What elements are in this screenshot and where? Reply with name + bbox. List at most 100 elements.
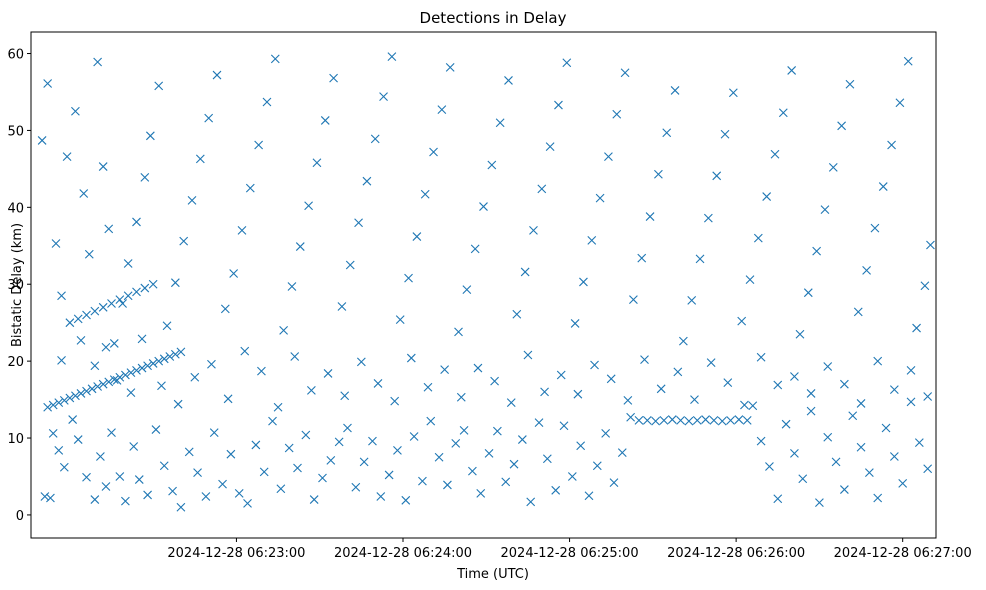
detection-point	[706, 358, 716, 368]
detection-point	[517, 435, 527, 444]
detection-point	[617, 448, 627, 458]
detection-point	[132, 217, 141, 227]
detection-point	[204, 113, 214, 123]
x-tick-label: 2024-12-28 06:23:00	[167, 546, 305, 561]
detection-point	[753, 233, 763, 243]
detection-point	[279, 325, 289, 335]
detection-point	[423, 382, 433, 392]
detection-point	[468, 466, 477, 476]
detection-point	[670, 86, 680, 95]
detection-point	[864, 468, 874, 478]
detection-point	[856, 442, 866, 452]
detection-point	[187, 196, 197, 205]
detection-point	[154, 356, 164, 366]
detection-point	[87, 384, 97, 394]
detection-point	[476, 489, 486, 498]
detection-point	[540, 387, 549, 397]
detection-point	[76, 389, 86, 398]
detection-point	[490, 376, 499, 386]
detection-point	[840, 485, 849, 494]
detection-point	[878, 182, 888, 191]
detection-point	[798, 474, 808, 484]
detection-point	[223, 394, 233, 404]
detection-point	[626, 412, 636, 422]
detection-point	[554, 100, 563, 110]
detection-point	[906, 365, 916, 375]
detection-point	[107, 428, 116, 438]
y-tick-label: 10	[7, 432, 24, 447]
detection-point	[612, 109, 622, 119]
detection-point	[609, 478, 619, 488]
detection-point	[229, 269, 239, 278]
detection-point	[853, 307, 863, 317]
detection-point	[434, 452, 444, 462]
detection-point	[143, 361, 152, 371]
detection-point	[98, 302, 108, 312]
y-tick-label: 60	[7, 48, 24, 63]
detection-point	[284, 443, 294, 453]
detection-point	[71, 391, 80, 401]
detection-point	[742, 415, 752, 425]
detection-point	[168, 486, 177, 496]
detection-point	[98, 162, 108, 171]
detection-point	[451, 439, 461, 448]
detection-point	[659, 415, 669, 425]
detection-point	[126, 388, 136, 398]
detection-point	[254, 140, 264, 150]
detection-point	[82, 472, 91, 482]
detection-point	[126, 368, 136, 378]
detection-point	[59, 462, 69, 472]
detection-point	[129, 442, 139, 451]
detection-point	[509, 459, 519, 469]
detection-point	[873, 356, 883, 366]
detection-point	[123, 259, 133, 268]
x-axis-label: Time (UTC)	[456, 567, 529, 582]
detection-point	[356, 357, 366, 367]
detection-point	[345, 260, 355, 270]
detection-point	[889, 385, 899, 394]
detection-point	[54, 445, 64, 455]
detection-point	[162, 321, 172, 331]
detection-point	[717, 416, 727, 426]
detection-point	[104, 377, 114, 387]
detection-point	[584, 491, 594, 501]
data-marks	[37, 52, 935, 512]
detection-point	[654, 169, 663, 179]
detection-point	[765, 462, 774, 471]
detection-point	[82, 310, 91, 320]
detection-point	[306, 385, 316, 395]
detection-point	[326, 455, 336, 465]
y-tick-label: 50	[7, 124, 24, 139]
detection-point	[251, 440, 261, 450]
detection-point	[709, 415, 719, 425]
detection-point	[437, 105, 447, 115]
detection-point	[523, 350, 533, 360]
detection-point	[690, 395, 699, 404]
detection-point	[379, 92, 388, 101]
detection-point	[806, 389, 816, 398]
detection-point	[881, 423, 891, 433]
detection-point	[71, 106, 80, 116]
detection-point	[65, 318, 75, 328]
detection-point	[46, 493, 55, 503]
detection-point	[629, 295, 638, 304]
detection-point	[404, 273, 413, 283]
detection-point	[673, 367, 683, 377]
detection-point	[170, 349, 180, 359]
detection-point	[840, 379, 849, 389]
detection-point	[132, 365, 141, 375]
detection-point	[459, 425, 469, 435]
detection-point	[90, 495, 100, 504]
detection-point	[165, 352, 175, 361]
detection-point	[43, 402, 53, 412]
detection-point	[606, 374, 616, 384]
detection-point	[587, 236, 597, 245]
detection-point	[104, 224, 114, 234]
detection-point	[134, 475, 144, 484]
detection-point	[781, 419, 791, 429]
detection-point	[118, 299, 127, 308]
detection-point	[259, 467, 269, 477]
detection-point	[176, 502, 186, 512]
detection-point	[115, 472, 125, 481]
detection-point	[240, 346, 250, 356]
